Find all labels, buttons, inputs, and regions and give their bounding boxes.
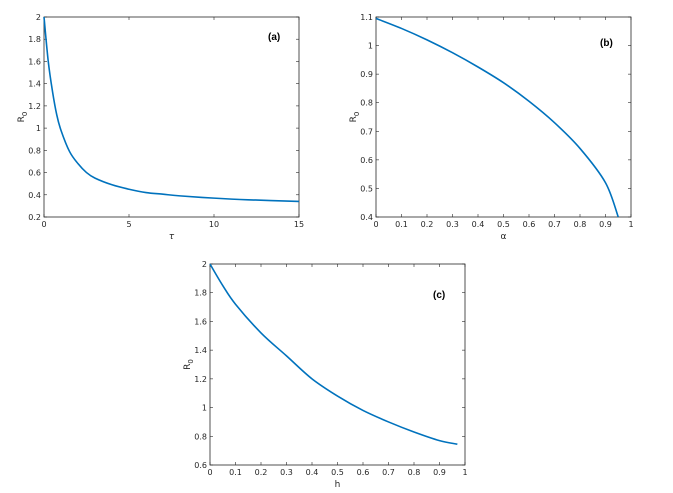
y-tick-label: 0.8 — [28, 146, 41, 155]
y-tick-label: 0.4 — [360, 213, 373, 222]
x-tick-label: 0.8 — [574, 220, 587, 229]
x-tick-label: 0.9 — [599, 220, 612, 229]
y-tick-label: 1.2 — [194, 375, 207, 384]
y-tick-label: 0.4 — [28, 191, 41, 200]
x-tick-label: 0.2 — [421, 220, 434, 229]
x-axis-label: α — [501, 232, 507, 242]
y-tick-label: 0.8 — [194, 432, 207, 441]
y-tick-label: 1.4 — [194, 346, 207, 355]
y-tick-label: 1.8 — [28, 35, 41, 44]
x-tick-label: 0.1 — [229, 468, 242, 477]
x-tick-label: 0.3 — [446, 220, 459, 229]
x-tick-label: 0.6 — [523, 220, 536, 229]
x-tick-label: 10 — [209, 220, 219, 229]
y-tick-label: 1 — [202, 404, 207, 413]
y-axis-label-subscript: 0 — [21, 112, 29, 116]
x-tick-label: 0.6 — [357, 468, 370, 477]
series-line — [375, 17, 620, 218]
y-tick-label: 1.1 — [360, 13, 373, 22]
x-tick-label: 0 — [373, 220, 378, 229]
y-tick-label: 1 — [36, 124, 41, 133]
y-tick-label: 0.6 — [194, 461, 207, 470]
y-axis-label-main: R — [349, 116, 359, 122]
y-tick-label: 2 — [36, 13, 41, 22]
x-tick-label: 0.8 — [408, 468, 421, 477]
y-axis-label: R0 — [17, 112, 29, 123]
x-tick-label: 0.4 — [306, 468, 319, 477]
x-tick-label: 0.2 — [255, 468, 268, 477]
x-axis-label: τ — [169, 232, 175, 242]
y-tick-label: 0.8 — [360, 99, 373, 108]
series-line — [43, 16, 300, 203]
x-tick-label: 0 — [207, 468, 212, 477]
x-tick-label: 0.7 — [548, 220, 561, 229]
x-tick-label: 0.4 — [472, 220, 485, 229]
x-tick-label: 0.9 — [433, 468, 446, 477]
y-tick-label: 0.2 — [28, 213, 41, 222]
x-tick-label: 0.1 — [395, 220, 408, 229]
plot-frame — [43, 16, 300, 218]
y-tick-label: 0.6 — [360, 156, 373, 165]
y-tick-label: 2 — [202, 260, 207, 269]
y-tick-label: 0.9 — [360, 70, 373, 79]
x-tick-label: 1 — [628, 220, 633, 229]
x-tick-label: 0.5 — [331, 468, 344, 477]
panel-b: 0 0.1 0.2 0.3 0.4 0.5 0.6 0.7 0.8 0.9 1 0.4 0.5 0.6 0.… — [349, 13, 634, 242]
series-line — [209, 263, 458, 445]
y-tick-label: 1.8 — [194, 289, 207, 298]
y-axis-label-main: R — [183, 364, 193, 370]
y-axis-label-subscript: 0 — [187, 359, 195, 363]
x-tick-label: 0 — [41, 220, 46, 229]
panel-label: (a) — [268, 32, 280, 43]
x-tick-label: 1 — [462, 468, 467, 477]
y-axis-label-subscript: 0 — [353, 112, 361, 116]
panel-c: 0 0.1 0.2 0.3 0.4 0.5 0.6 0.7 0.8 0.9 1 0.6 0.8 1 1.2 1… — [183, 260, 468, 490]
y-axis-label: R0 — [183, 359, 195, 370]
x-tick-label: 0.3 — [280, 468, 293, 477]
y-tick-label: 1.2 — [28, 102, 41, 111]
plot-frame — [209, 263, 466, 466]
panel-label: (c) — [433, 290, 445, 301]
y-axis-label: R0 — [349, 112, 361, 123]
x-axis-label: h — [335, 480, 341, 490]
x-tick-label: 0.5 — [497, 220, 510, 229]
plot-frame — [375, 16, 632, 218]
x-tick-label: 15 — [294, 220, 304, 229]
y-tick-label: 1 — [368, 42, 373, 51]
y-tick-label: 1.6 — [194, 317, 207, 326]
y-tick-label: 0.5 — [360, 184, 373, 193]
y-tick-label: 0.6 — [28, 169, 41, 178]
panel-label: (b) — [600, 38, 613, 49]
y-tick-label: 1.6 — [28, 57, 41, 66]
y-tick-label: 1.4 — [28, 80, 41, 89]
x-tick-label: 0.7 — [382, 468, 395, 477]
y-tick-label: 0.7 — [360, 127, 373, 136]
x-tick-label: 5 — [126, 220, 131, 229]
y-axis-label-main: R — [17, 116, 27, 122]
